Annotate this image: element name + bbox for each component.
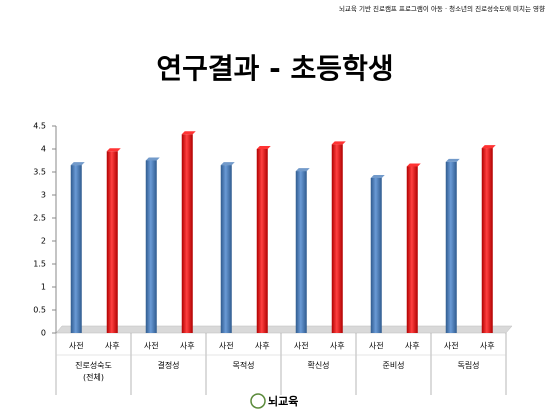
y-tick-label: 4 (41, 145, 46, 154)
bar-top (331, 141, 346, 145)
bar-top (370, 174, 385, 178)
bar (370, 177, 382, 333)
logo-icon (250, 393, 266, 409)
bar-top (406, 163, 421, 167)
bar (145, 160, 157, 333)
sub-category-label: 사전 (294, 341, 309, 351)
bar-top (145, 157, 160, 161)
sub-category-label: 사전 (69, 341, 84, 351)
sub-category-label: 사전 (144, 341, 159, 351)
bar-top (481, 145, 496, 149)
bar (331, 144, 343, 333)
category-label: 준비성 (382, 361, 405, 370)
category-label: 확신성 (307, 361, 330, 370)
sub-category-label: 사후 (480, 342, 495, 351)
bar (406, 166, 418, 333)
bar-top (181, 131, 196, 135)
y-tick-label: 0.5 (33, 306, 46, 315)
y-tick-label: 1.5 (33, 260, 46, 269)
y-tick-label: 2 (41, 237, 46, 246)
bar (481, 148, 493, 333)
category-label: 진로성숙도 (전체) (75, 361, 112, 382)
logo-text: 뇌교육 (268, 394, 298, 408)
bar (106, 151, 118, 333)
bar-top (106, 148, 121, 152)
y-tick-label: 0 (41, 329, 46, 338)
page-subtitle: 뇌교육 기반 진로캠프 프로그램이 아동 · 청소년의 진로성숙도에 미치는 영… (339, 4, 545, 13)
category-label: 독립성 (457, 361, 480, 370)
chart-title: 연구결과 - 초등학생 (156, 52, 393, 85)
sub-category-label: 사후 (330, 342, 345, 351)
sub-category-label: 사후 (255, 342, 270, 351)
bar (181, 134, 193, 333)
bar-top (445, 158, 460, 162)
y-tick-label: 3 (41, 191, 46, 200)
y-tick-label: 1 (41, 283, 46, 292)
sub-category-label: 사전 (369, 341, 384, 351)
bar-top (220, 162, 235, 166)
bar (445, 161, 457, 333)
sub-category-label: 사후 (405, 342, 420, 351)
bar (70, 165, 82, 333)
sub-category-label: 사전 (219, 341, 234, 351)
category-label: 목적성 (232, 361, 255, 370)
floor (55, 325, 513, 334)
y-tick-label: 3.5 (33, 168, 46, 177)
sub-category-label: 사후 (180, 342, 195, 351)
bar (295, 171, 307, 333)
sub-category-label: 사전 (444, 341, 459, 351)
bar-top (256, 146, 271, 149)
category-label: 결정성 (157, 361, 180, 370)
bar-top (295, 168, 310, 172)
bar (256, 149, 268, 333)
bar (220, 165, 232, 333)
sub-category-label: 사후 (105, 342, 120, 351)
bar-top (70, 162, 85, 166)
y-tick-label: 4.5 (33, 122, 46, 131)
y-tick-label: 2.5 (33, 214, 46, 223)
